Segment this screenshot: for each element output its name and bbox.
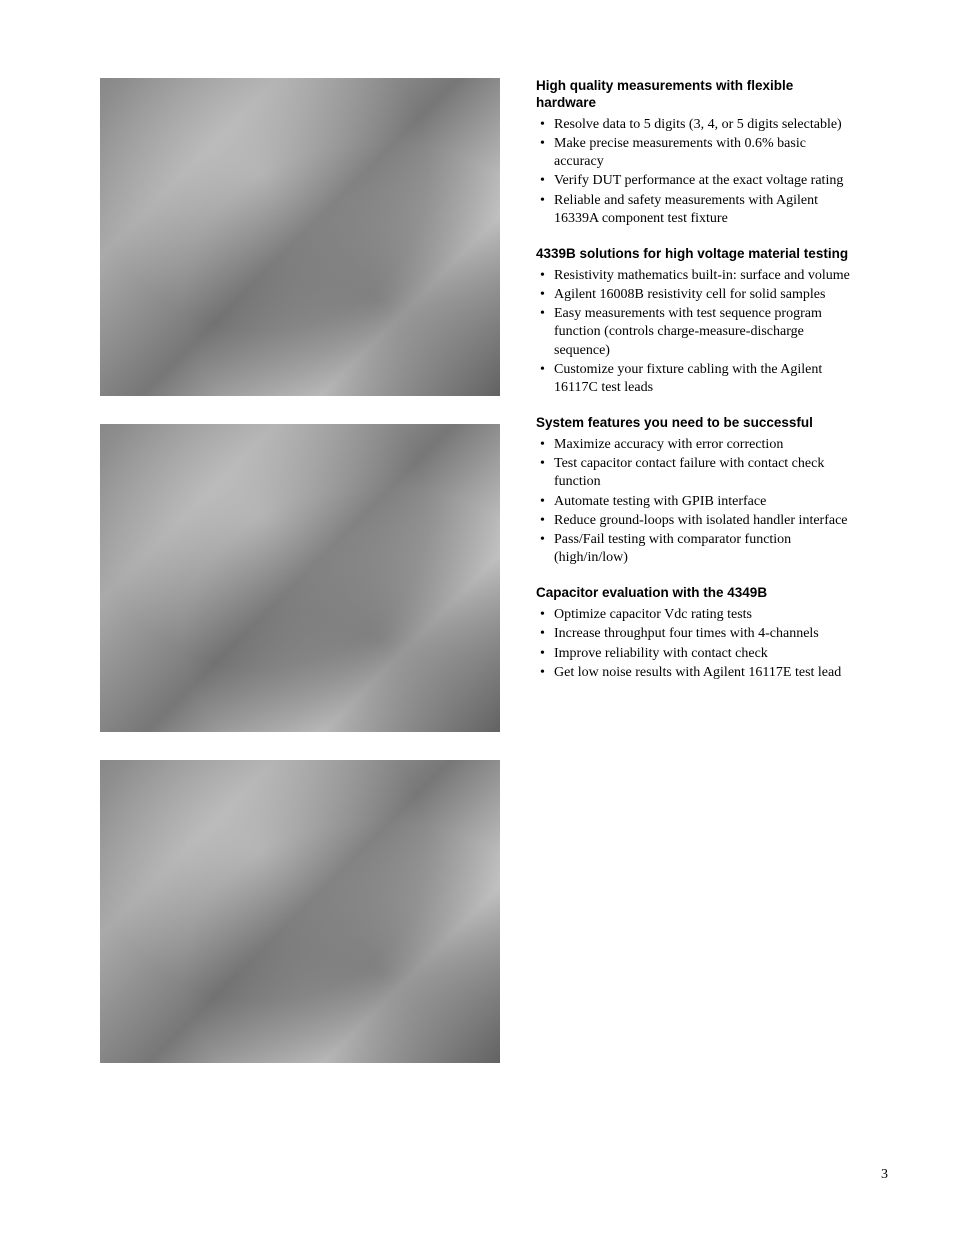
- page-number: 3: [881, 1167, 888, 1183]
- left-image-column: [100, 78, 500, 1063]
- list-item: Easy measurements with test sequence pro…: [536, 305, 856, 360]
- list-item: Agilent 16008B resistivity cell for soli…: [536, 286, 856, 304]
- list-item: Improve reliability with contact check: [536, 645, 856, 663]
- section-high-quality: High quality measurements with flexible …: [536, 78, 856, 228]
- list-item: Resistivity mathematics built-in: surfac…: [536, 267, 856, 285]
- list-item: Automate testing with GPIB interface: [536, 493, 856, 511]
- section-capacitor-evaluation: Capacitor evaluation with the 4349B Opti…: [536, 585, 856, 682]
- product-photo-fixture: [100, 78, 500, 396]
- list-item: Test capacitor contact failure with cont…: [536, 455, 856, 491]
- section-heading: 4339B solutions for high voltage materia…: [536, 246, 856, 263]
- list-item: Reliable and safety measurements with Ag…: [536, 192, 856, 228]
- list-item: Maximize accuracy with error correction: [536, 436, 856, 454]
- section-heading: System features you need to be successfu…: [536, 415, 856, 432]
- list-item: Optimize capacitor Vdc rating tests: [536, 606, 856, 624]
- right-text-column: High quality measurements with flexible …: [536, 78, 856, 1063]
- list-item: Reduce ground-loops with isolated handle…: [536, 512, 856, 530]
- list-item: Resolve data to 5 digits (3, 4, or 5 dig…: [536, 116, 856, 134]
- bullet-list: Resistivity mathematics built-in: surfac…: [536, 267, 856, 397]
- product-photo-technician: [100, 760, 500, 1063]
- product-photo-resistivity-cell: [100, 424, 500, 732]
- list-item: Customize your fixture cabling with the …: [536, 361, 856, 397]
- list-item: Increase throughput four times with 4-ch…: [536, 625, 856, 643]
- list-item: Get low noise results with Agilent 16117…: [536, 664, 856, 682]
- bullet-list: Maximize accuracy with error correction …: [536, 436, 856, 567]
- list-item: Make precise measurements with 0.6% basi…: [536, 135, 856, 171]
- list-item: Verify DUT performance at the exact volt…: [536, 172, 856, 190]
- section-heading: Capacitor evaluation with the 4349B: [536, 585, 856, 602]
- page-container: High quality measurements with flexible …: [0, 0, 954, 1063]
- bullet-list: Resolve data to 5 digits (3, 4, or 5 dig…: [536, 116, 856, 228]
- bullet-list: Optimize capacitor Vdc rating tests Incr…: [536, 606, 856, 682]
- section-4339b-solutions: 4339B solutions for high voltage materia…: [536, 246, 856, 397]
- list-item: Pass/Fail testing with comparator functi…: [536, 531, 856, 567]
- section-system-features: System features you need to be successfu…: [536, 415, 856, 567]
- section-heading: High quality measurements with flexible …: [536, 78, 856, 112]
